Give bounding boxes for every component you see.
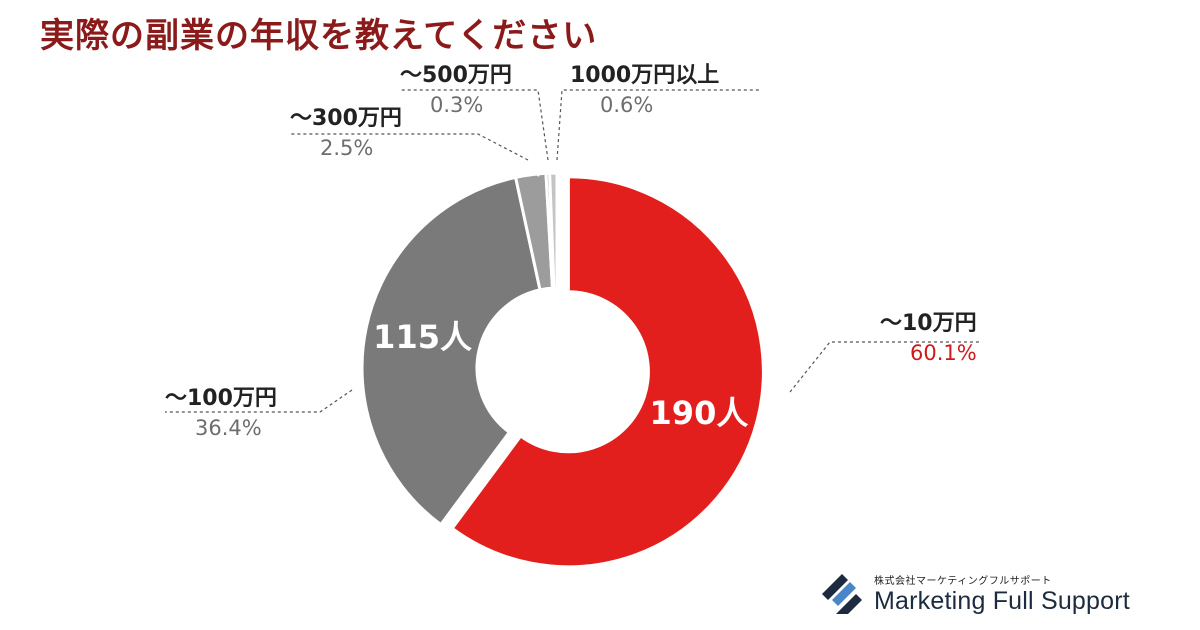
- donut-slice-5: [548, 171, 559, 290]
- percent-label-4: 0.3%: [430, 93, 483, 117]
- category-label-2: ～100万円: [165, 386, 277, 411]
- chart-title: 実際の副業の年収を教えてください: [40, 16, 598, 56]
- leader-line-2: [165, 389, 353, 413]
- percent-label-2: 36.4%: [195, 416, 262, 440]
- category-label-3: ～300万円: [290, 106, 402, 131]
- count-label-3: 8人: [521, 164, 541, 178]
- percent-label-1: 60.1%: [910, 341, 977, 365]
- leader-line-4: [400, 89, 549, 161]
- percent-label-3: 2.5%: [320, 136, 373, 160]
- donut-slice-1: [450, 175, 765, 569]
- logo-company-name: Marketing Full Support: [874, 587, 1130, 615]
- logo-company-jp: 株式会社マーケティングフルサポート: [874, 576, 1052, 587]
- category-label-1: ～10万円: [880, 311, 977, 336]
- logo-mark-icon: [822, 574, 862, 614]
- company-logo: 株式会社マーケティングフルサポート Marketing Full Support: [820, 572, 1130, 616]
- count-label-2: 115人: [373, 318, 472, 356]
- percent-label-5: 0.6%: [600, 93, 653, 117]
- count-label-1: 190人: [650, 394, 749, 432]
- donut-slice-2: [360, 175, 542, 527]
- category-label-4: ～500万円: [400, 63, 512, 88]
- leader-line-1: [789, 341, 980, 393]
- category-label-5: 1000万円以上: [570, 63, 719, 88]
- leader-line-5: [556, 89, 760, 161]
- leader-line-3: [290, 133, 529, 161]
